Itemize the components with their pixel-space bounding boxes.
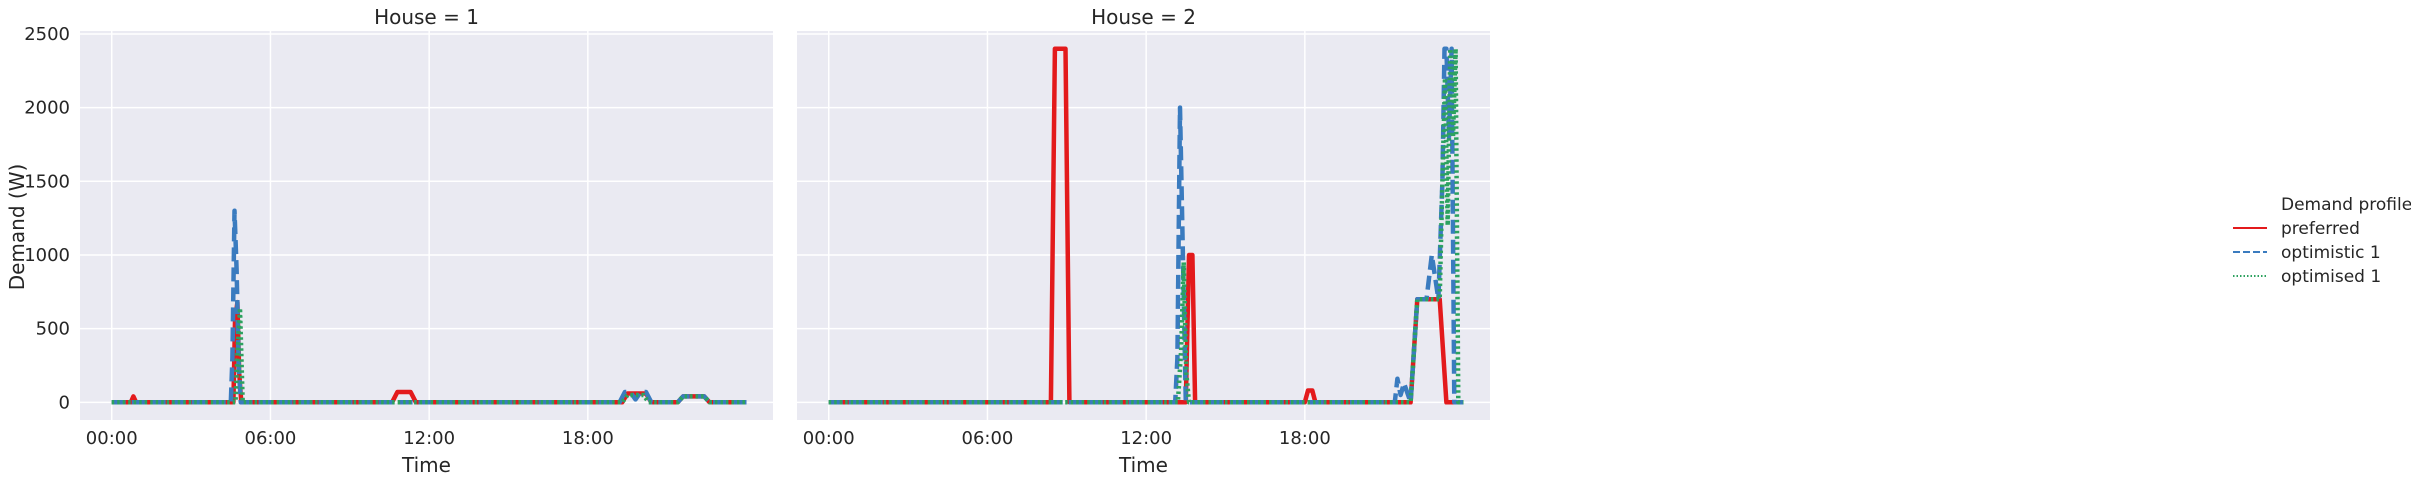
x-tick-label: 18:00 xyxy=(562,428,614,449)
panel-title: House = 2 xyxy=(1091,5,1196,29)
panel-title: House = 1 xyxy=(374,5,479,29)
series-line-optimistic-1 xyxy=(111,208,747,405)
y-tick-label: 2500 xyxy=(24,24,70,45)
y-tick-label: 1500 xyxy=(24,171,70,192)
legend-label: preferred xyxy=(2281,219,2360,239)
x-tick-label: 12:00 xyxy=(1120,428,1172,449)
x-tick-label: 00:00 xyxy=(86,428,138,449)
legend-label: optimistic 1 xyxy=(2281,243,2381,263)
series-line-optimised-1 xyxy=(111,305,747,405)
y-axis-label: Demand (W) xyxy=(5,164,29,291)
panel-house-2: House = 2 00:00 06:00 12:00 18:00 Time xyxy=(797,5,1490,477)
plot-area xyxy=(797,31,1490,420)
y-tick-label: 2000 xyxy=(24,98,70,119)
legend: Demand profile preferred optimistic 1 opti… xyxy=(2233,195,2411,287)
plot-area xyxy=(80,31,773,420)
y-tick-label: 1000 xyxy=(24,245,70,266)
x-tick-label: 18:00 xyxy=(1279,428,1331,449)
x-tick-label: 06:00 xyxy=(245,428,297,449)
x-axis-label: Time xyxy=(401,453,451,477)
legend-entry-preferred: preferred xyxy=(2233,219,2360,239)
x-axis-label: Time xyxy=(1118,453,1168,477)
y-tick-label: 0 xyxy=(59,392,70,413)
legend-entry-optimised-1: optimised 1 xyxy=(2233,267,2381,287)
legend-entry-optimistic-1: optimistic 1 xyxy=(2233,243,2381,263)
x-tick-label: 00:00 xyxy=(803,428,855,449)
y-tick-label: 500 xyxy=(36,319,70,340)
x-tick-label: 12:00 xyxy=(403,428,455,449)
legend-title: Demand profile xyxy=(2281,195,2411,215)
legend-label: optimised 1 xyxy=(2281,267,2381,287)
series-line-optimised-1 xyxy=(828,46,1464,405)
x-tick-label: 06:00 xyxy=(962,428,1014,449)
panel-house-1: House = 1 0 500 1000 1500 2000 2500 00:00 06:00 1… xyxy=(24,5,773,477)
